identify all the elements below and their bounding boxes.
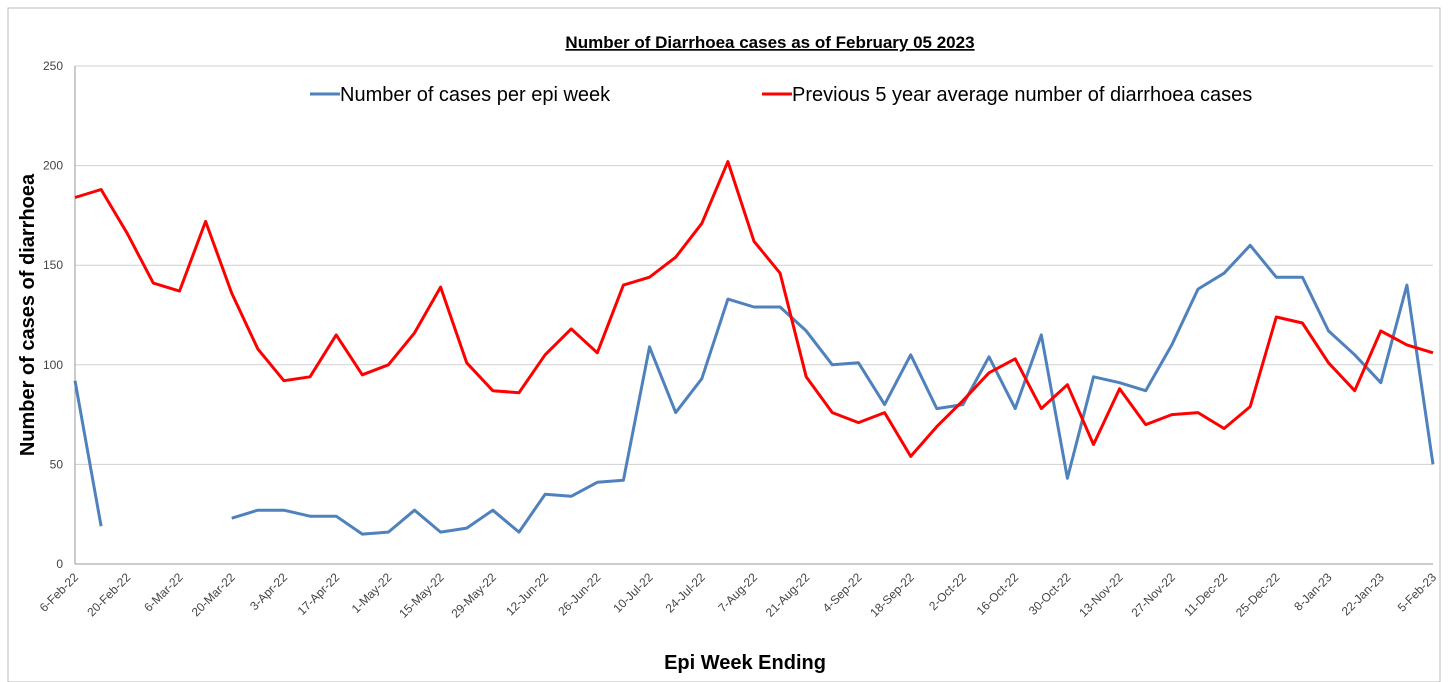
legend-label: Number of cases per epi week xyxy=(340,84,611,106)
y-tick-label: 150 xyxy=(43,258,63,272)
x-axis-label: Epi Week Ending xyxy=(664,652,826,674)
y-tick-label: 50 xyxy=(50,457,64,471)
chart-title: Number of Diarrhoea cases as of February… xyxy=(565,33,974,52)
chart-frame xyxy=(7,7,1441,682)
y-tick-label: 200 xyxy=(43,159,63,173)
series-line xyxy=(73,243,1435,536)
legend-label: Previous 5 year average number of diarrh… xyxy=(792,84,1252,106)
y-axis-label: Number of cases of diarrhoea xyxy=(17,173,39,456)
y-tick-label: 0 xyxy=(56,557,63,571)
y-tick-label: 250 xyxy=(43,59,63,73)
y-tick-label: 100 xyxy=(43,358,63,372)
series-line xyxy=(74,160,1434,458)
